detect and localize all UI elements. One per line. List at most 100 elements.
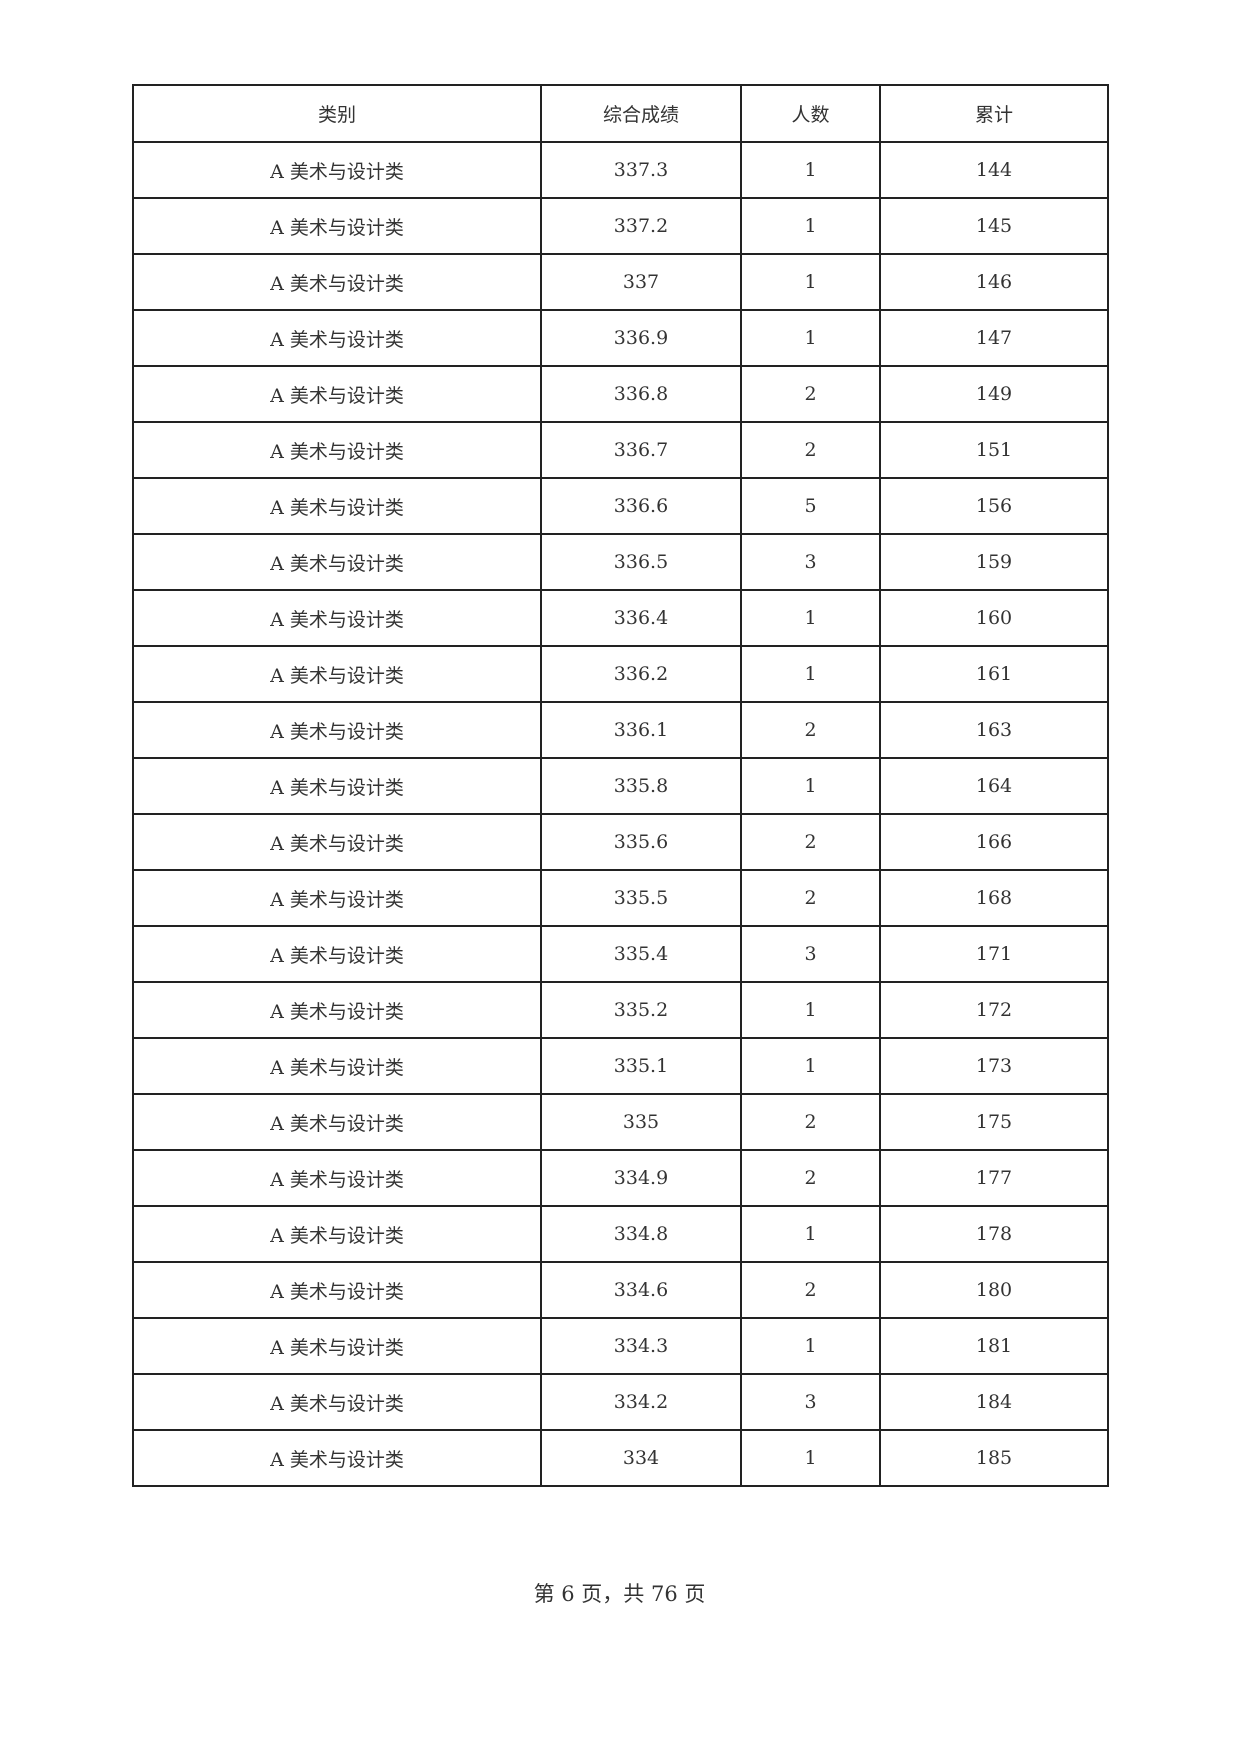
cell-score: 334.2 [540,1373,742,1431]
cell-cumulative: 161 [879,645,1109,703]
header-count: 人数 [740,84,881,143]
score-table: 类别 综合成绩 人数 累计 A 美术与设计类 337.3 1 144 A 美术与设计类 3… [132,84,1109,1487]
cell-score: 336.7 [540,421,742,479]
table-row: A 美术与设计类 334.3 1 181 [132,1317,1109,1375]
cell-cumulative: 160 [879,589,1109,647]
table-row: A 美术与设计类 335.1 1 173 [132,1037,1109,1095]
cell-cumulative: 175 [879,1093,1109,1151]
cell-count: 1 [740,1429,881,1487]
cell-cumulative: 144 [879,141,1109,199]
cell-cumulative: 151 [879,421,1109,479]
table-row: A 美术与设计类 335.8 1 164 [132,757,1109,815]
cell-category: A 美术与设计类 [132,925,542,983]
cell-count: 1 [740,1317,881,1375]
cell-cumulative: 171 [879,925,1109,983]
cell-count: 2 [740,813,881,871]
table-row: A 美术与设计类 334.2 3 184 [132,1373,1109,1431]
header-category: 类别 [132,84,542,143]
cell-count: 1 [740,1205,881,1263]
cell-category: A 美术与设计类 [132,869,542,927]
cell-category: A 美术与设计类 [132,701,542,759]
cell-score: 335.4 [540,925,742,983]
cell-score: 335.5 [540,869,742,927]
table-row: A 美术与设计类 336.4 1 160 [132,589,1109,647]
table-row: A 美术与设计类 334.9 2 177 [132,1149,1109,1207]
table-row: A 美术与设计类 334 1 185 [132,1429,1109,1487]
cell-count: 5 [740,477,881,535]
table-row: A 美术与设计类 335 2 175 [132,1093,1109,1151]
cell-category: A 美术与设计类 [132,477,542,535]
cell-count: 2 [740,1261,881,1319]
cell-count: 2 [740,421,881,479]
table-row: A 美术与设计类 336.2 1 161 [132,645,1109,703]
cell-cumulative: 156 [879,477,1109,535]
cell-category: A 美术与设计类 [132,1261,542,1319]
cell-cumulative: 184 [879,1373,1109,1431]
cell-category: A 美术与设计类 [132,197,542,255]
cell-cumulative: 164 [879,757,1109,815]
cell-score: 335.1 [540,1037,742,1095]
cell-category: A 美术与设计类 [132,365,542,423]
cell-category: A 美术与设计类 [132,533,542,591]
cell-score: 337.3 [540,141,742,199]
cell-cumulative: 177 [879,1149,1109,1207]
table-row: A 美术与设计类 336.8 2 149 [132,365,1109,423]
table-row: A 美术与设计类 337.3 1 144 [132,141,1109,199]
cell-count: 2 [740,869,881,927]
cell-cumulative: 146 [879,253,1109,311]
cell-cumulative: 180 [879,1261,1109,1319]
cell-category: A 美术与设计类 [132,1037,542,1095]
cell-count: 1 [740,197,881,255]
cell-cumulative: 163 [879,701,1109,759]
cell-count: 1 [740,981,881,1039]
cell-count: 1 [740,141,881,199]
cell-category: A 美术与设计类 [132,757,542,815]
cell-score: 334.6 [540,1261,742,1319]
cell-score: 335.2 [540,981,742,1039]
cell-count: 3 [740,925,881,983]
cell-score: 334.8 [540,1205,742,1263]
cell-cumulative: 185 [879,1429,1109,1487]
cell-count: 1 [740,757,881,815]
table-row: A 美术与设计类 335.4 3 171 [132,925,1109,983]
cell-cumulative: 181 [879,1317,1109,1375]
cell-category: A 美术与设计类 [132,1373,542,1431]
table-row: A 美术与设计类 334.6 2 180 [132,1261,1109,1319]
cell-category: A 美术与设计类 [132,1317,542,1375]
cell-score: 336.9 [540,309,742,367]
cell-score: 336.4 [540,589,742,647]
cell-score: 336.8 [540,365,742,423]
cell-category: A 美术与设计类 [132,421,542,479]
cell-category: A 美术与设计类 [132,309,542,367]
cell-count: 1 [740,645,881,703]
cell-category: A 美术与设计类 [132,981,542,1039]
cell-count: 1 [740,309,881,367]
cell-category: A 美术与设计类 [132,645,542,703]
table-row: A 美术与设计类 336.9 1 147 [132,309,1109,367]
cell-cumulative: 149 [879,365,1109,423]
cell-cumulative: 173 [879,1037,1109,1095]
cell-category: A 美术与设计类 [132,1093,542,1151]
cell-score: 335.8 [540,757,742,815]
cell-score: 335.6 [540,813,742,871]
cell-score: 336.1 [540,701,742,759]
cell-score: 334.9 [540,1149,742,1207]
cell-category: A 美术与设计类 [132,813,542,871]
page-number: 第 6 页，共 76 页 [533,1582,706,1606]
table-row: A 美术与设计类 337.2 1 145 [132,197,1109,255]
table-row: A 美术与设计类 336.5 3 159 [132,533,1109,591]
table-row: A 美术与设计类 335.6 2 166 [132,813,1109,871]
cell-count: 3 [740,1373,881,1431]
cell-category: A 美术与设计类 [132,253,542,311]
table-row: A 美术与设计类 337 1 146 [132,253,1109,311]
cell-score: 335 [540,1093,742,1151]
cell-score: 337 [540,253,742,311]
cell-count: 1 [740,1037,881,1095]
cell-category: A 美术与设计类 [132,141,542,199]
header-score: 综合成绩 [540,84,742,143]
cell-score: 334.3 [540,1317,742,1375]
cell-count: 2 [740,365,881,423]
cell-count: 3 [740,533,881,591]
table-row: A 美术与设计类 336.1 2 163 [132,701,1109,759]
